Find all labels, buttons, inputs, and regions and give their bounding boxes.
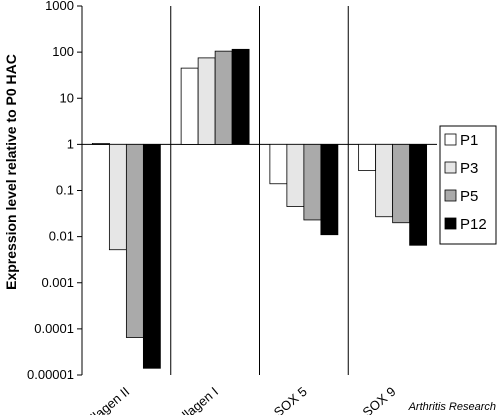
category-labels: Collagen II Collagen I L-SOX 5 SOX 9 [75,384,399,415]
y-tick-label: 1 [67,136,74,151]
bar-p5-1 [125,143,144,338]
y-tick-label: 0.00001 [27,367,74,382]
y-tick-label: 1000 [45,0,74,13]
bar-p3-4 [375,143,394,218]
bar-p1-3 [269,143,288,185]
legend-swatch-p3 [444,161,457,174]
y-tick-label: 100 [52,44,74,59]
y-tick-label: 0.1 [56,183,74,198]
category-label: Collagen I [167,384,221,415]
credit-label: Arthritis Research [408,401,496,413]
y-tick-label: 10 [60,90,74,105]
bar-p5-2 [214,50,233,145]
y-axis: 1000 100 10 1 0.1 0.01 0.001 0.0001 0.00001 [27,0,437,382]
legend-label-p3: P3 [460,160,478,177]
category-label: SOX 9 [360,384,399,415]
bar-p3-3 [286,143,305,207]
y-tick-label: 0.0001 [34,321,74,336]
bar-p12-4 [409,143,428,246]
legend-swatch-p1 [444,133,457,146]
bars [91,48,428,369]
y-axis-label: Expression level relative to P0 HAC [3,54,19,290]
bar-p12-2 [231,48,250,145]
bar-p3-1 [108,143,127,251]
legend-swatch-p12 [444,217,457,230]
legend-swatch-p5 [444,189,457,202]
bar-p12-3 [320,143,339,236]
bar-p3-2 [197,57,216,145]
y-tick-label: 0.01 [49,229,74,244]
bar-p1-1 [91,142,110,145]
category-label: L-SOX 5 [262,384,310,415]
legend: P1 P3 P5 P12 [439,125,497,245]
legend-label-p5: P5 [460,188,478,205]
bar-p1-4 [358,143,377,172]
category-label: Collagen II [75,384,132,415]
y-tick-label: 0.001 [41,275,74,290]
bar-p5-3 [303,143,322,221]
legend-label-p1: P1 [460,132,478,149]
legend-label-p12: P12 [460,216,487,233]
bar-p5-4 [392,143,411,224]
bar-p12-1 [142,143,161,369]
bar-p1-2 [180,67,199,145]
